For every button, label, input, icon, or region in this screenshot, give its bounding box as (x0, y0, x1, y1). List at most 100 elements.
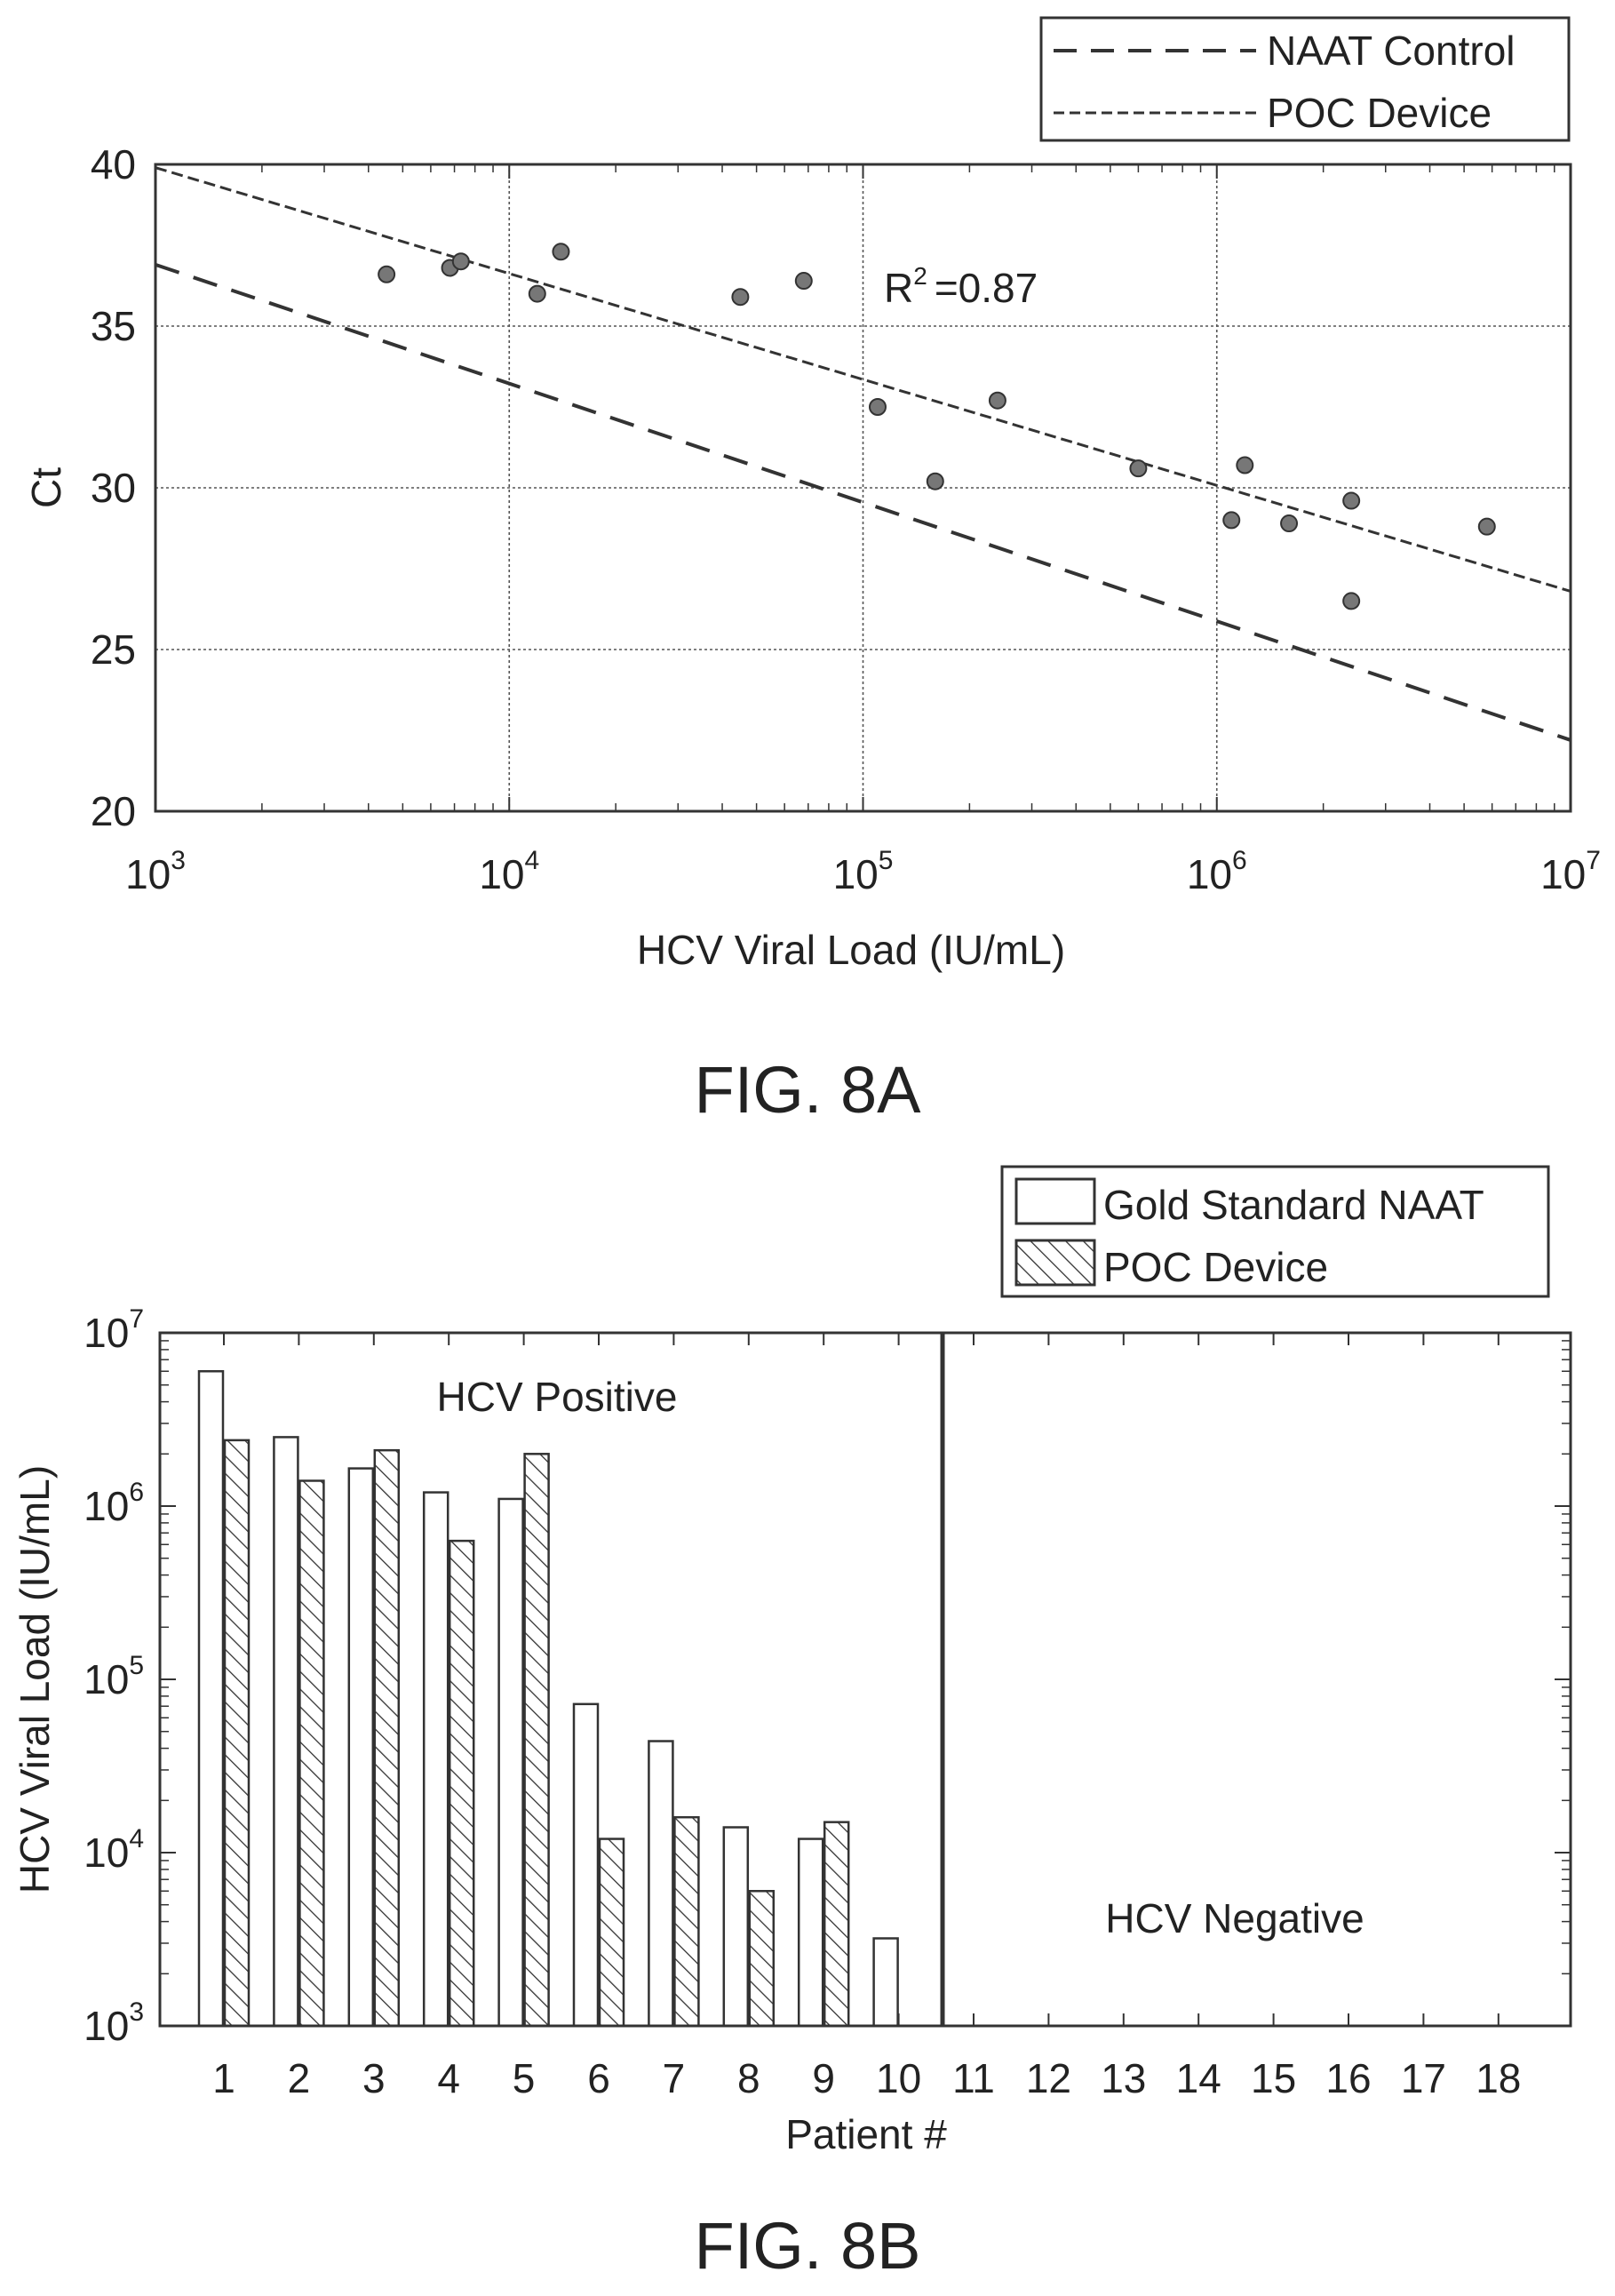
chart-a-y-tick-label: 20 (91, 788, 136, 834)
chart-a-data-point (1129, 459, 1148, 478)
chart-b-x-tick-label: 16 (1325, 2055, 1371, 2101)
legend-label-naat-control: NAAT Control (1267, 28, 1516, 74)
chart-a-data-point (451, 252, 470, 271)
figure-8a-caption: FIG. 8A (695, 1053, 922, 1127)
chart-a-data-point (868, 398, 887, 416)
chart-b-bar-poc-device (448, 1539, 475, 2028)
chart-a-data-point (1342, 491, 1361, 510)
chart-b-x-tick-labels: 1 2 3 4 5 6 7 8 9 10 11 12 13 14 15 16 17 18 (212, 2055, 1521, 2101)
chart-b-bar-poc-device (673, 1815, 700, 2028)
chart-a-y-tick-label: 40 (91, 141, 136, 187)
chart-b-x-tick-label: 11 (952, 2055, 995, 2101)
chart-a-data-point (1236, 456, 1254, 474)
chart-a-data-point (1280, 514, 1299, 533)
figure-8b-caption: FIG. 8B (695, 2209, 921, 2283)
chart-b-x-tick-label: 12 (1026, 2055, 1071, 2101)
legend-swatch-poc-device-hatched (1014, 1239, 1096, 1287)
chart-a-x-tick-labels: 103 104 105 106 107 (125, 846, 1601, 897)
chart-b-legend: Gold Standard NAAT POC Device (1000, 1165, 1550, 1298)
chart-a-data-point (731, 288, 750, 307)
chart-b-bar-poc-device (598, 1838, 625, 2028)
chart-b-bar-poc-device (298, 1479, 325, 2028)
chart-b-bar-gold-standard-naat (872, 1937, 899, 2028)
chart-a-x-tick-label: 103 (125, 846, 186, 897)
chart-b-region-negative-label: HCV Negative (1105, 1895, 1364, 1941)
chart-a-x-tick-label: 107 (1540, 846, 1601, 897)
chart-b-y-tick-label: 107 (84, 1304, 144, 1356)
chart-b-y-tick-label: 106 (84, 1478, 144, 1529)
chart-b-bar-gold-standard-naat (273, 1436, 299, 2028)
chart-b-x-tick-label: 13 (1101, 2055, 1146, 2101)
chart-b-x-tick-label: 6 (587, 2055, 610, 2101)
chart-b-bar-gold-standard-naat (197, 1370, 225, 2028)
chart-a-legend-box (1039, 16, 1571, 142)
chart-a-y-tick-label: 25 (91, 626, 136, 673)
chart-b-x-tick-label: 18 (1476, 2055, 1521, 2101)
chart-b-y-tick-label: 105 (84, 1651, 144, 1702)
chart-a-data-point (552, 243, 570, 261)
chart-a-data-point (794, 272, 813, 291)
chart-b-x-tick-label: 15 (1251, 2055, 1296, 2101)
chart-b-x-tick-label: 2 (288, 2055, 311, 2101)
legend-label-gold-standard-naat: Gold Standard NAAT (1103, 1182, 1484, 1228)
chart-a-y-tick-label: 35 (91, 303, 136, 349)
legend-label-poc-device: POC Device (1267, 90, 1492, 136)
chart-a-data-point (1477, 517, 1496, 536)
chart-b-y-tick-labels: 103 104 105 106 107 (84, 1304, 144, 2049)
chart-b-x-tick-label: 3 (362, 2055, 386, 2101)
chart-b-bars (197, 1370, 899, 2028)
chart-b-x-tick-label: 8 (737, 2055, 760, 2101)
chart-b-bar-gold-standard-naat (347, 1467, 375, 2028)
legend-label-poc-device-b: POC Device (1103, 1244, 1328, 1290)
chart-a-x-tick-label: 104 (479, 846, 539, 897)
chart-a-data-point (926, 472, 944, 490)
chart-b-y-axis-label: HCV Viral Load (IU/mL) (12, 1465, 58, 1893)
chart-a-data-point (378, 265, 396, 283)
chart-a-x-axis-label: HCV Viral Load (IU/mL) (637, 927, 1065, 973)
chart-b-bar-gold-standard-naat (648, 1740, 674, 2028)
chart-a-y-tick-labels: 20 25 30 35 40 (91, 141, 136, 834)
chart-a-y-axis-label: Ct (23, 467, 69, 508)
chart-a-r2-annotation: R2 =0.87 (884, 262, 1038, 311)
chart-b-x-tick-label: 10 (876, 2055, 921, 2101)
chart-b-x-tick-label: 7 (663, 2055, 686, 2101)
chart-b-plot-frame (158, 1331, 1572, 2028)
chart-b-bar-gold-standard-naat (422, 1491, 449, 2028)
chart-b-x-tick-label: 5 (513, 2055, 536, 2101)
chart-b-bar-gold-standard-naat (572, 1702, 600, 2028)
chart-a-data-point (988, 391, 1006, 410)
chart-b-bar-gold-standard-naat (722, 1826, 750, 2028)
chart-a-data-point (1222, 511, 1241, 530)
chart-b-x-tick-label: 17 (1401, 2055, 1446, 2101)
legend-swatch-gold-standard-naat (1014, 1177, 1096, 1225)
chart-b-bar-poc-device (223, 1439, 251, 2028)
chart-a-x-tick-label: 105 (833, 846, 894, 897)
chart-a-points (378, 243, 1496, 610)
chart-a-x-tick-label: 106 (1187, 846, 1247, 897)
chart-a-fit-lines (155, 166, 1571, 742)
chart-a-legend: NAAT Control POC Device (1039, 16, 1571, 142)
chart-b-x-tick-label: 1 (212, 2055, 235, 2101)
chart-a-data-point (528, 284, 546, 303)
chart-b-bar-poc-device (748, 1890, 776, 2028)
chart-b-bar-poc-device (523, 1453, 550, 2028)
chart-a-data-point (1342, 592, 1361, 610)
chart-b-bar-poc-device (823, 1821, 850, 2028)
chart-b-bar-gold-standard-naat (497, 1497, 524, 2028)
chart-b-y-tick-label: 103 (84, 1997, 144, 2049)
chart-b-region-positive-label: HCV Positive (437, 1374, 678, 1420)
chart-a-series-line-naat-control (155, 262, 1571, 742)
chart-b-bar-poc-device (373, 1448, 401, 2028)
chart-b-bar-gold-standard-naat (797, 1838, 824, 2028)
chart-b-y-tick-label: 104 (84, 1824, 144, 1876)
chart-a-series-line-poc-device (155, 166, 1571, 593)
chart-a-gridlines (155, 164, 1571, 811)
figure-8a: 103 104 105 106 107 20 25 30 35 40 HCV Viral Loa… (23, 16, 1601, 1127)
chart-b-x-axis-label: Patient # (785, 2111, 947, 2157)
chart-a-y-tick-label: 30 (91, 465, 136, 511)
chart-b-x-tick-label: 14 (1176, 2055, 1221, 2101)
chart-b-x-tick-label: 4 (437, 2055, 460, 2101)
chart-b-x-tick-label: 9 (812, 2055, 835, 2101)
